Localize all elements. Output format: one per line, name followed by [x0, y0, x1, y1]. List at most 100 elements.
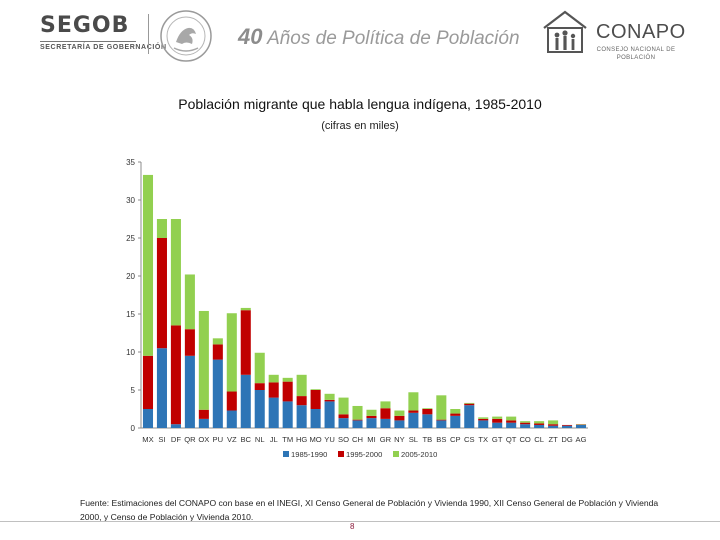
bar-segment [212, 359, 223, 428]
x-tick-label: TB [423, 435, 433, 444]
x-tick-label: NY [394, 435, 405, 444]
bar-segment [422, 408, 433, 409]
bar-segment [338, 418, 349, 428]
bar-segment [478, 417, 489, 419]
bar-segment [282, 401, 293, 428]
x-tick-label: TM [282, 435, 293, 444]
agency-name: SEGOB [40, 13, 130, 38]
x-tick-label: BC [240, 435, 251, 444]
bar-segment [478, 420, 489, 428]
x-tick-label: QR [184, 435, 196, 444]
bar-segment [506, 422, 517, 428]
bar-segment [450, 409, 461, 414]
bar-segment [436, 420, 447, 428]
bar-segment [408, 410, 419, 413]
y-tick-label: 20 [126, 272, 135, 281]
tagline-number: 40 [238, 24, 263, 49]
bar-segment [310, 390, 321, 409]
y-tick-label: 25 [126, 234, 135, 243]
bar-segment [534, 421, 545, 424]
x-tick-label: GR [380, 435, 392, 444]
bar-segment [296, 374, 307, 397]
x-tick-label: MO [309, 435, 321, 444]
bar-segment [408, 392, 419, 411]
bar-segment [184, 274, 195, 330]
bar-segment [548, 425, 559, 428]
legend-label: 1995-2000 [346, 450, 382, 459]
bar-segment [268, 382, 279, 398]
source-note: Fuente: Estimaciones del CONAPO con base… [80, 498, 659, 522]
bar-segment [492, 416, 503, 419]
bar-segment [324, 399, 335, 402]
bar-segment [506, 416, 517, 421]
bar-segment [142, 409, 154, 428]
x-tick-label: SL [409, 435, 418, 444]
x-tick-label: OX [198, 435, 209, 444]
bar-segment [296, 396, 307, 406]
bar-segment [268, 397, 279, 428]
bar-segment [310, 389, 321, 390]
x-tick-label: GT [492, 435, 503, 444]
x-tick-label: YU [324, 435, 335, 444]
legend-swatch [283, 451, 289, 457]
bar-segment [534, 423, 545, 425]
bar-segment [338, 414, 349, 419]
y-tick-label: 35 [126, 158, 135, 167]
bar-segment [548, 424, 559, 426]
y-tick-label: 10 [126, 348, 135, 357]
x-tick-label: NL [255, 435, 265, 444]
bar-segment [575, 424, 587, 428]
council-subtitle-line-2: POBLACIÓN [616, 55, 656, 61]
council-subtitle: CONSEJO NACIONAL DE POBLACIÓN [596, 46, 676, 62]
bar-segment [506, 420, 517, 423]
x-tick-label: PU [213, 435, 224, 444]
x-tick-label: SI [158, 435, 165, 444]
bar-segment [562, 425, 573, 428]
x-tick-label: QT [506, 435, 517, 444]
footer-divider [0, 521, 720, 522]
bar-segment [492, 418, 503, 423]
bar-segment [450, 413, 461, 416]
bar-segment [324, 401, 335, 428]
conapo-logo: CONAPO CONSEJO NACIONAL DE POBLACIÓN [596, 22, 686, 62]
x-tick-label: TX [478, 435, 488, 444]
council-subtitle-line-1: CONSEJO NACIONAL DE [596, 47, 676, 53]
bar-segment [436, 395, 447, 420]
anniversary-tagline: 40 Años de Política de Población [238, 24, 520, 50]
chart-subtitle: (cifras en miles) [321, 120, 399, 132]
x-tick-label: VZ [227, 435, 237, 444]
chart-title: Población migrante que habla lengua indí… [178, 96, 542, 112]
bar-segment [352, 405, 363, 420]
bar-segment [422, 414, 433, 428]
bar-segment [268, 374, 279, 383]
x-tick-label: JL [270, 435, 278, 444]
bar-segment [240, 310, 251, 375]
bar-segment [464, 405, 475, 428]
legend-label: 1985-1990 [291, 450, 327, 459]
legend-swatch [338, 451, 344, 457]
bar-segment [520, 422, 531, 425]
legend-label: 2005-2010 [401, 450, 437, 459]
bar-segment [520, 424, 531, 428]
bar-segment [240, 374, 251, 428]
y-tick-label: 30 [126, 196, 135, 205]
bar-segment [142, 355, 154, 409]
x-tick-label: CS [464, 435, 475, 444]
bar-segment [170, 219, 181, 326]
x-tick-label: CL [534, 435, 544, 444]
tagline-text: Años de Política de Población [267, 28, 520, 49]
x-tick-label: DG [561, 435, 572, 444]
bar-segment [562, 424, 573, 426]
bar-segment [226, 410, 237, 428]
bar-segment [464, 403, 475, 406]
council-name: CONAPO [596, 21, 686, 43]
bar-segment [492, 422, 503, 428]
x-tick-label: BS [436, 435, 446, 444]
bar-segment [520, 421, 531, 423]
legend-swatch [393, 451, 399, 457]
bar-segment [464, 402, 475, 404]
bar-segment [198, 418, 209, 428]
bar-segment [380, 408, 391, 419]
header-separator [148, 14, 149, 54]
bar-segment [380, 418, 391, 428]
